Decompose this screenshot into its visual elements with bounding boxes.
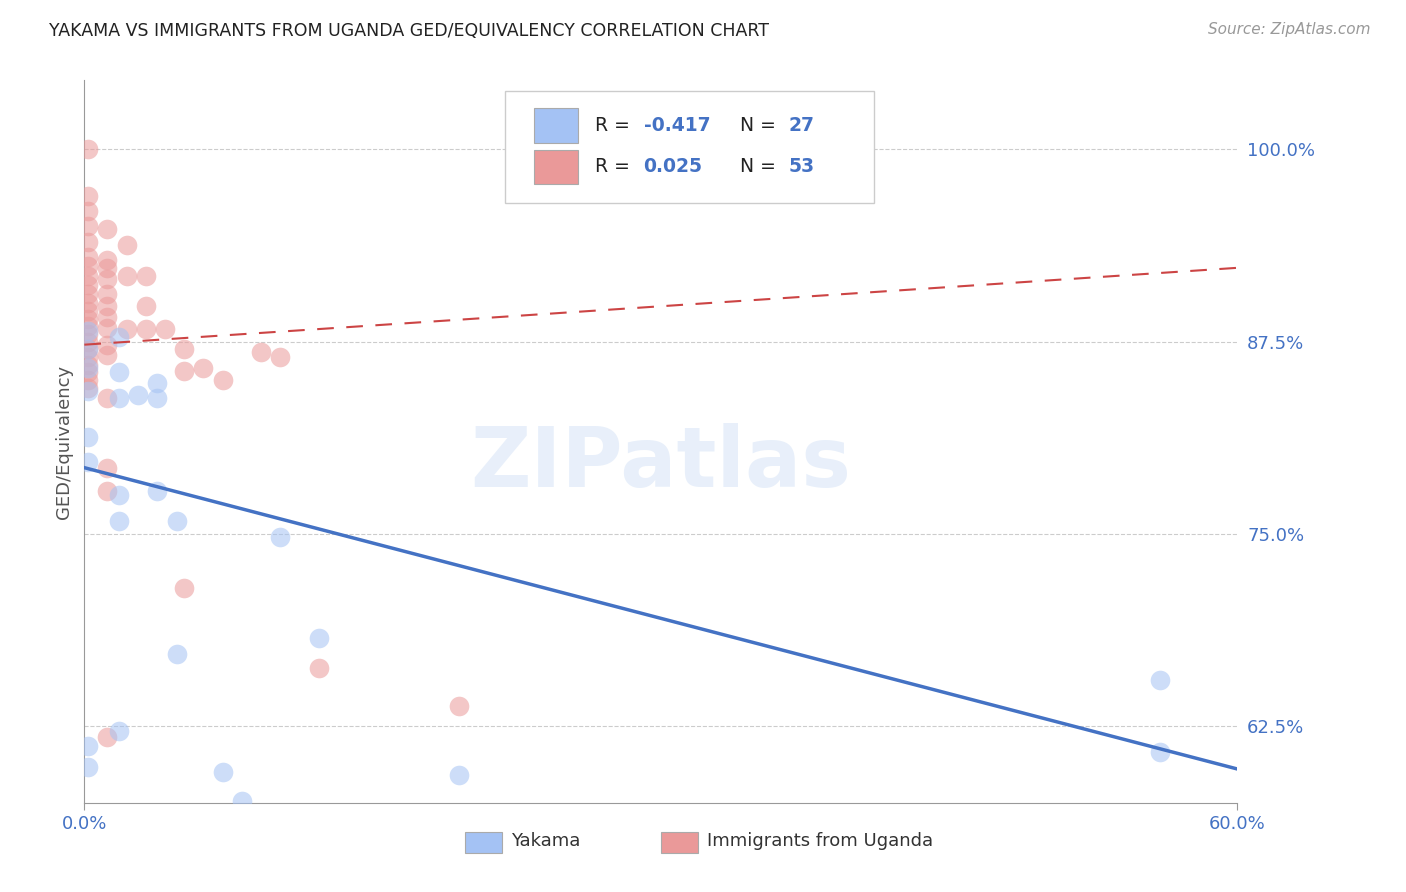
- Point: [96, 392, 118, 406]
- Text: N =: N =: [728, 116, 782, 136]
- Point: [77, 203, 100, 218]
- Point: [231, 794, 253, 808]
- Point: [77, 326, 100, 341]
- Text: R =: R =: [595, 158, 636, 177]
- Point: [77, 430, 100, 444]
- Point: [108, 515, 131, 529]
- Point: [173, 364, 195, 378]
- Point: [269, 530, 291, 544]
- Text: -0.417: -0.417: [644, 116, 710, 136]
- Point: [173, 343, 195, 357]
- Point: [96, 337, 118, 351]
- Text: 0.025: 0.025: [644, 158, 703, 177]
- Point: [77, 296, 100, 310]
- Point: [77, 343, 100, 357]
- Point: [77, 343, 100, 357]
- Point: [135, 322, 157, 336]
- Point: [1149, 745, 1171, 759]
- Point: [146, 483, 169, 498]
- Text: Immigrants from Uganda: Immigrants from Uganda: [707, 832, 934, 850]
- Point: [77, 373, 100, 387]
- Point: [108, 392, 131, 406]
- Point: [77, 188, 100, 202]
- Point: [77, 739, 100, 753]
- Text: N =: N =: [728, 158, 782, 177]
- Point: [153, 322, 176, 336]
- Point: [77, 350, 100, 364]
- Point: [108, 330, 131, 344]
- Point: [166, 515, 188, 529]
- Point: [173, 581, 195, 595]
- Point: [77, 454, 100, 468]
- Point: [96, 299, 118, 313]
- Point: [77, 268, 100, 283]
- Point: [1149, 673, 1171, 687]
- Point: [127, 388, 149, 402]
- Point: [115, 237, 138, 252]
- Text: 53: 53: [789, 158, 815, 177]
- Point: [449, 768, 471, 782]
- Point: [77, 304, 100, 318]
- Point: [96, 287, 118, 301]
- Point: [211, 373, 233, 387]
- Point: [77, 287, 100, 301]
- Point: [211, 765, 233, 780]
- Point: [135, 268, 157, 283]
- Point: [96, 730, 118, 744]
- Point: [166, 647, 188, 661]
- Bar: [534, 109, 578, 143]
- Point: [96, 253, 118, 268]
- Point: [77, 760, 100, 774]
- Point: [308, 632, 330, 646]
- Point: [96, 222, 118, 236]
- Point: [96, 483, 118, 498]
- Text: ZIPatlas: ZIPatlas: [471, 423, 851, 504]
- Point: [77, 358, 100, 372]
- Text: Yakama: Yakama: [510, 832, 581, 850]
- Bar: [534, 150, 578, 185]
- Point: [77, 324, 100, 338]
- Point: [96, 460, 118, 475]
- Text: 27: 27: [789, 116, 815, 136]
- FancyBboxPatch shape: [505, 91, 875, 203]
- Point: [77, 260, 100, 274]
- Point: [77, 219, 100, 234]
- Point: [77, 365, 100, 379]
- Point: [77, 384, 100, 398]
- Point: [77, 235, 100, 249]
- Point: [77, 381, 100, 395]
- Point: [96, 260, 118, 275]
- Point: [96, 310, 118, 324]
- Bar: [465, 831, 502, 854]
- Bar: [661, 831, 697, 854]
- Point: [115, 268, 138, 283]
- Point: [77, 360, 100, 375]
- Point: [108, 365, 131, 379]
- Point: [135, 299, 157, 313]
- Point: [96, 271, 118, 285]
- Point: [96, 320, 118, 334]
- Point: [108, 723, 131, 738]
- Point: [77, 319, 100, 334]
- Point: [269, 350, 291, 364]
- Y-axis label: GED/Equivalency: GED/Equivalency: [55, 365, 73, 518]
- Text: R =: R =: [595, 116, 636, 136]
- Point: [308, 660, 330, 674]
- Point: [115, 322, 138, 336]
- Point: [77, 250, 100, 264]
- Point: [77, 311, 100, 326]
- Point: [96, 348, 118, 362]
- Point: [77, 334, 100, 349]
- Point: [77, 277, 100, 292]
- Text: YAKAMA VS IMMIGRANTS FROM UGANDA GED/EQUIVALENCY CORRELATION CHART: YAKAMA VS IMMIGRANTS FROM UGANDA GED/EQU…: [49, 22, 769, 40]
- Point: [146, 392, 169, 406]
- Point: [250, 345, 273, 359]
- Text: Source: ZipAtlas.com: Source: ZipAtlas.com: [1208, 22, 1371, 37]
- Point: [77, 143, 100, 157]
- Point: [193, 360, 215, 375]
- Point: [449, 698, 471, 713]
- Point: [108, 488, 131, 502]
- Point: [146, 376, 169, 391]
